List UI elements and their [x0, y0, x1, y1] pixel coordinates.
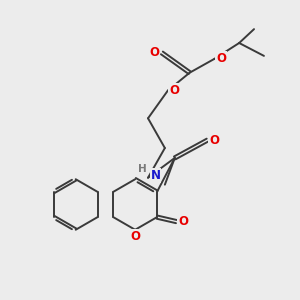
Text: O: O [149, 46, 160, 59]
Text: O: O [216, 52, 226, 65]
Text: N: N [150, 169, 161, 182]
Text: O: O [178, 215, 188, 228]
Text: O: O [131, 230, 141, 243]
Text: H: H [138, 164, 147, 174]
Text: O: O [169, 84, 179, 97]
Text: O: O [209, 134, 219, 147]
